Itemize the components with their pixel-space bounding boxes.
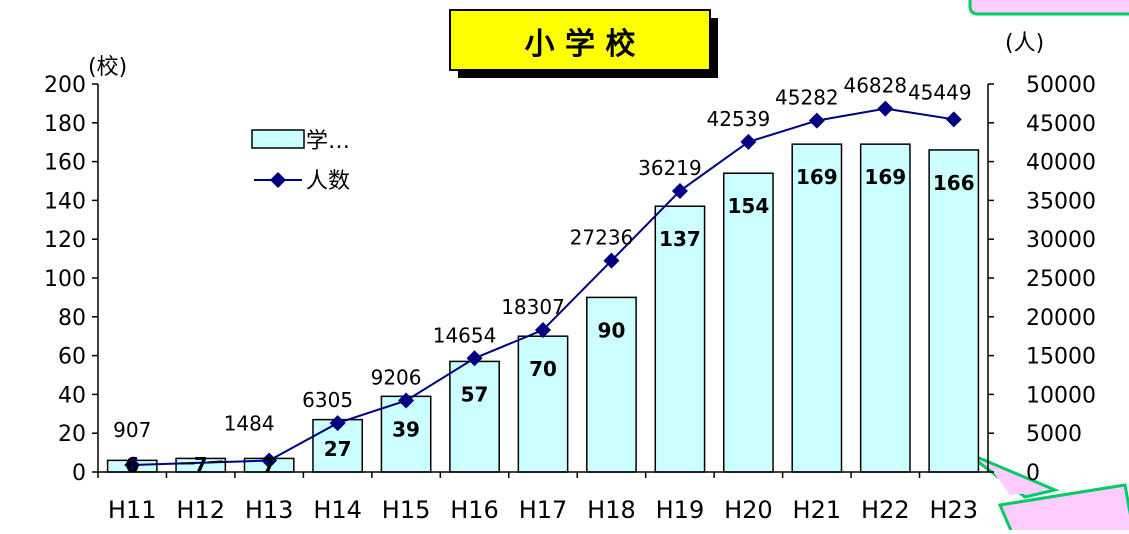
point-people-H14 <box>329 415 346 432</box>
point-people-H16 <box>466 350 483 367</box>
legend-line-label: 人数 <box>306 169 350 194</box>
bar-H16 <box>449 360 500 473</box>
callout-bottom-right <box>964 450 1129 534</box>
point-people-H17 <box>535 321 551 338</box>
x-tick-label: H22 <box>861 496 910 524</box>
bar-H21 <box>791 143 843 473</box>
point-people-H18 <box>603 252 620 269</box>
bar-value-label: 90 <box>598 318 626 342</box>
right-tick-label: 45000 <box>1026 112 1096 137</box>
left-tick-label: 20 <box>58 422 86 447</box>
bar-H17 <box>517 335 569 473</box>
legend-bar-swatch <box>251 129 305 149</box>
right-tick-label: 10000 <box>1026 383 1096 408</box>
line-value-label: 27236 <box>570 226 634 250</box>
x-tick-label: H20 <box>724 496 773 524</box>
line-value-label: 36219 <box>638 156 702 180</box>
series-line-people <box>132 107 954 466</box>
right-tick-label: 0 <box>1026 461 1040 486</box>
x-tick-label: H21 <box>793 496 842 524</box>
line-value-label: 6305 <box>302 388 353 412</box>
bar-H23 <box>928 149 980 473</box>
x-tick-label: H16 <box>450 496 499 524</box>
left-tick-label: 140 <box>44 189 86 214</box>
right-tick-label: 25000 <box>1026 267 1096 292</box>
labels-layer: 6 7 7 27 39 57 70 90 137 154 169 169 166 907 1484 6305 9… <box>113 74 975 477</box>
bar-value-label: 137 <box>659 227 701 251</box>
x-tick-label: H14 <box>313 496 362 524</box>
chart-title-box: 小 学 校 <box>449 9 718 78</box>
left-tick-label: 80 <box>58 306 86 331</box>
bar-value-label: 7 <box>262 453 276 477</box>
bar-value-label: 27 <box>324 437 352 461</box>
bar-value-label: 166 <box>933 171 975 195</box>
bar-value-label: 57 <box>461 382 489 406</box>
right-tick-label: 35000 <box>1026 189 1096 214</box>
x-tick-label: H18 <box>587 496 636 524</box>
x-tick-label: H13 <box>245 496 294 524</box>
right-tick-label: 50000 <box>1026 73 1096 98</box>
bar-value-label: 70 <box>529 357 557 381</box>
point-people-H20 <box>740 133 757 150</box>
point-people-H15 <box>398 392 415 409</box>
bar-dash-mark <box>208 460 223 464</box>
x-tick-label: H15 <box>382 496 431 524</box>
line-value-label: 907 <box>113 418 151 442</box>
x-tick-label: H23 <box>929 496 978 524</box>
legend: 学… 人数 <box>251 129 350 194</box>
left-tick-label: 0 <box>72 461 86 486</box>
x-tick-label: H12 <box>176 496 225 524</box>
line-value-label: 18307 <box>501 295 565 319</box>
line-value-label: 45282 <box>775 86 839 110</box>
bar-value-label: 154 <box>728 194 770 218</box>
axes-layer: 0 20 40 60 80 100 120 140 160 180 200 0 5000 10000 150… <box>44 73 1096 524</box>
point-people-H23 <box>945 111 962 128</box>
line-value-label: 45449 <box>908 80 972 104</box>
right-tick-label: 40000 <box>1026 151 1096 176</box>
right-tick-label: 15000 <box>1026 345 1096 370</box>
right-tick-label: 30000 <box>1026 228 1096 253</box>
x-tick-label: H11 <box>108 496 157 524</box>
left-tick-label: 180 <box>44 112 86 137</box>
bar-value-label: 7 <box>194 453 208 477</box>
callout-top-right <box>968 0 1129 16</box>
bar-value-label: 39 <box>392 417 420 441</box>
left-tick-label: 40 <box>58 383 86 408</box>
chart-title: 小 学 校 <box>525 27 636 62</box>
right-tick-label: 20000 <box>1026 306 1096 331</box>
line-value-label: 9206 <box>371 366 422 390</box>
left-tick-label: 100 <box>44 267 86 292</box>
legend-line-marker <box>270 172 286 188</box>
left-tick-label: 200 <box>44 73 86 98</box>
line-value-label: 14654 <box>433 323 497 347</box>
left-tick-label: 160 <box>44 151 86 176</box>
point-people-H21 <box>808 112 825 129</box>
x-tick-label: H17 <box>519 496 568 524</box>
point-people-H19 <box>671 182 688 199</box>
line-value-label: 46828 <box>843 74 907 98</box>
left-tick-label: 60 <box>58 345 86 370</box>
bar-H22 <box>859 143 911 473</box>
point-people-H13 <box>261 452 278 469</box>
right-axis-unit: (人) <box>1005 31 1044 56</box>
bar-value-label: 6 <box>125 453 139 477</box>
point-people-H22 <box>877 100 894 117</box>
x-tick-label: H19 <box>656 496 705 524</box>
left-tick-label: 120 <box>44 228 86 253</box>
legend-bar-label: 学… <box>306 129 350 154</box>
left-axis-unit: (校) <box>88 55 127 80</box>
line-value-label: 1484 <box>224 411 275 435</box>
line-layer <box>124 100 962 473</box>
point-people-H11 <box>124 456 141 473</box>
bar-value-label: 169 <box>796 165 838 189</box>
right-tick-label: 5000 <box>1026 422 1082 447</box>
bar-value-label: 169 <box>864 165 906 189</box>
line-value-label: 42539 <box>707 107 771 131</box>
